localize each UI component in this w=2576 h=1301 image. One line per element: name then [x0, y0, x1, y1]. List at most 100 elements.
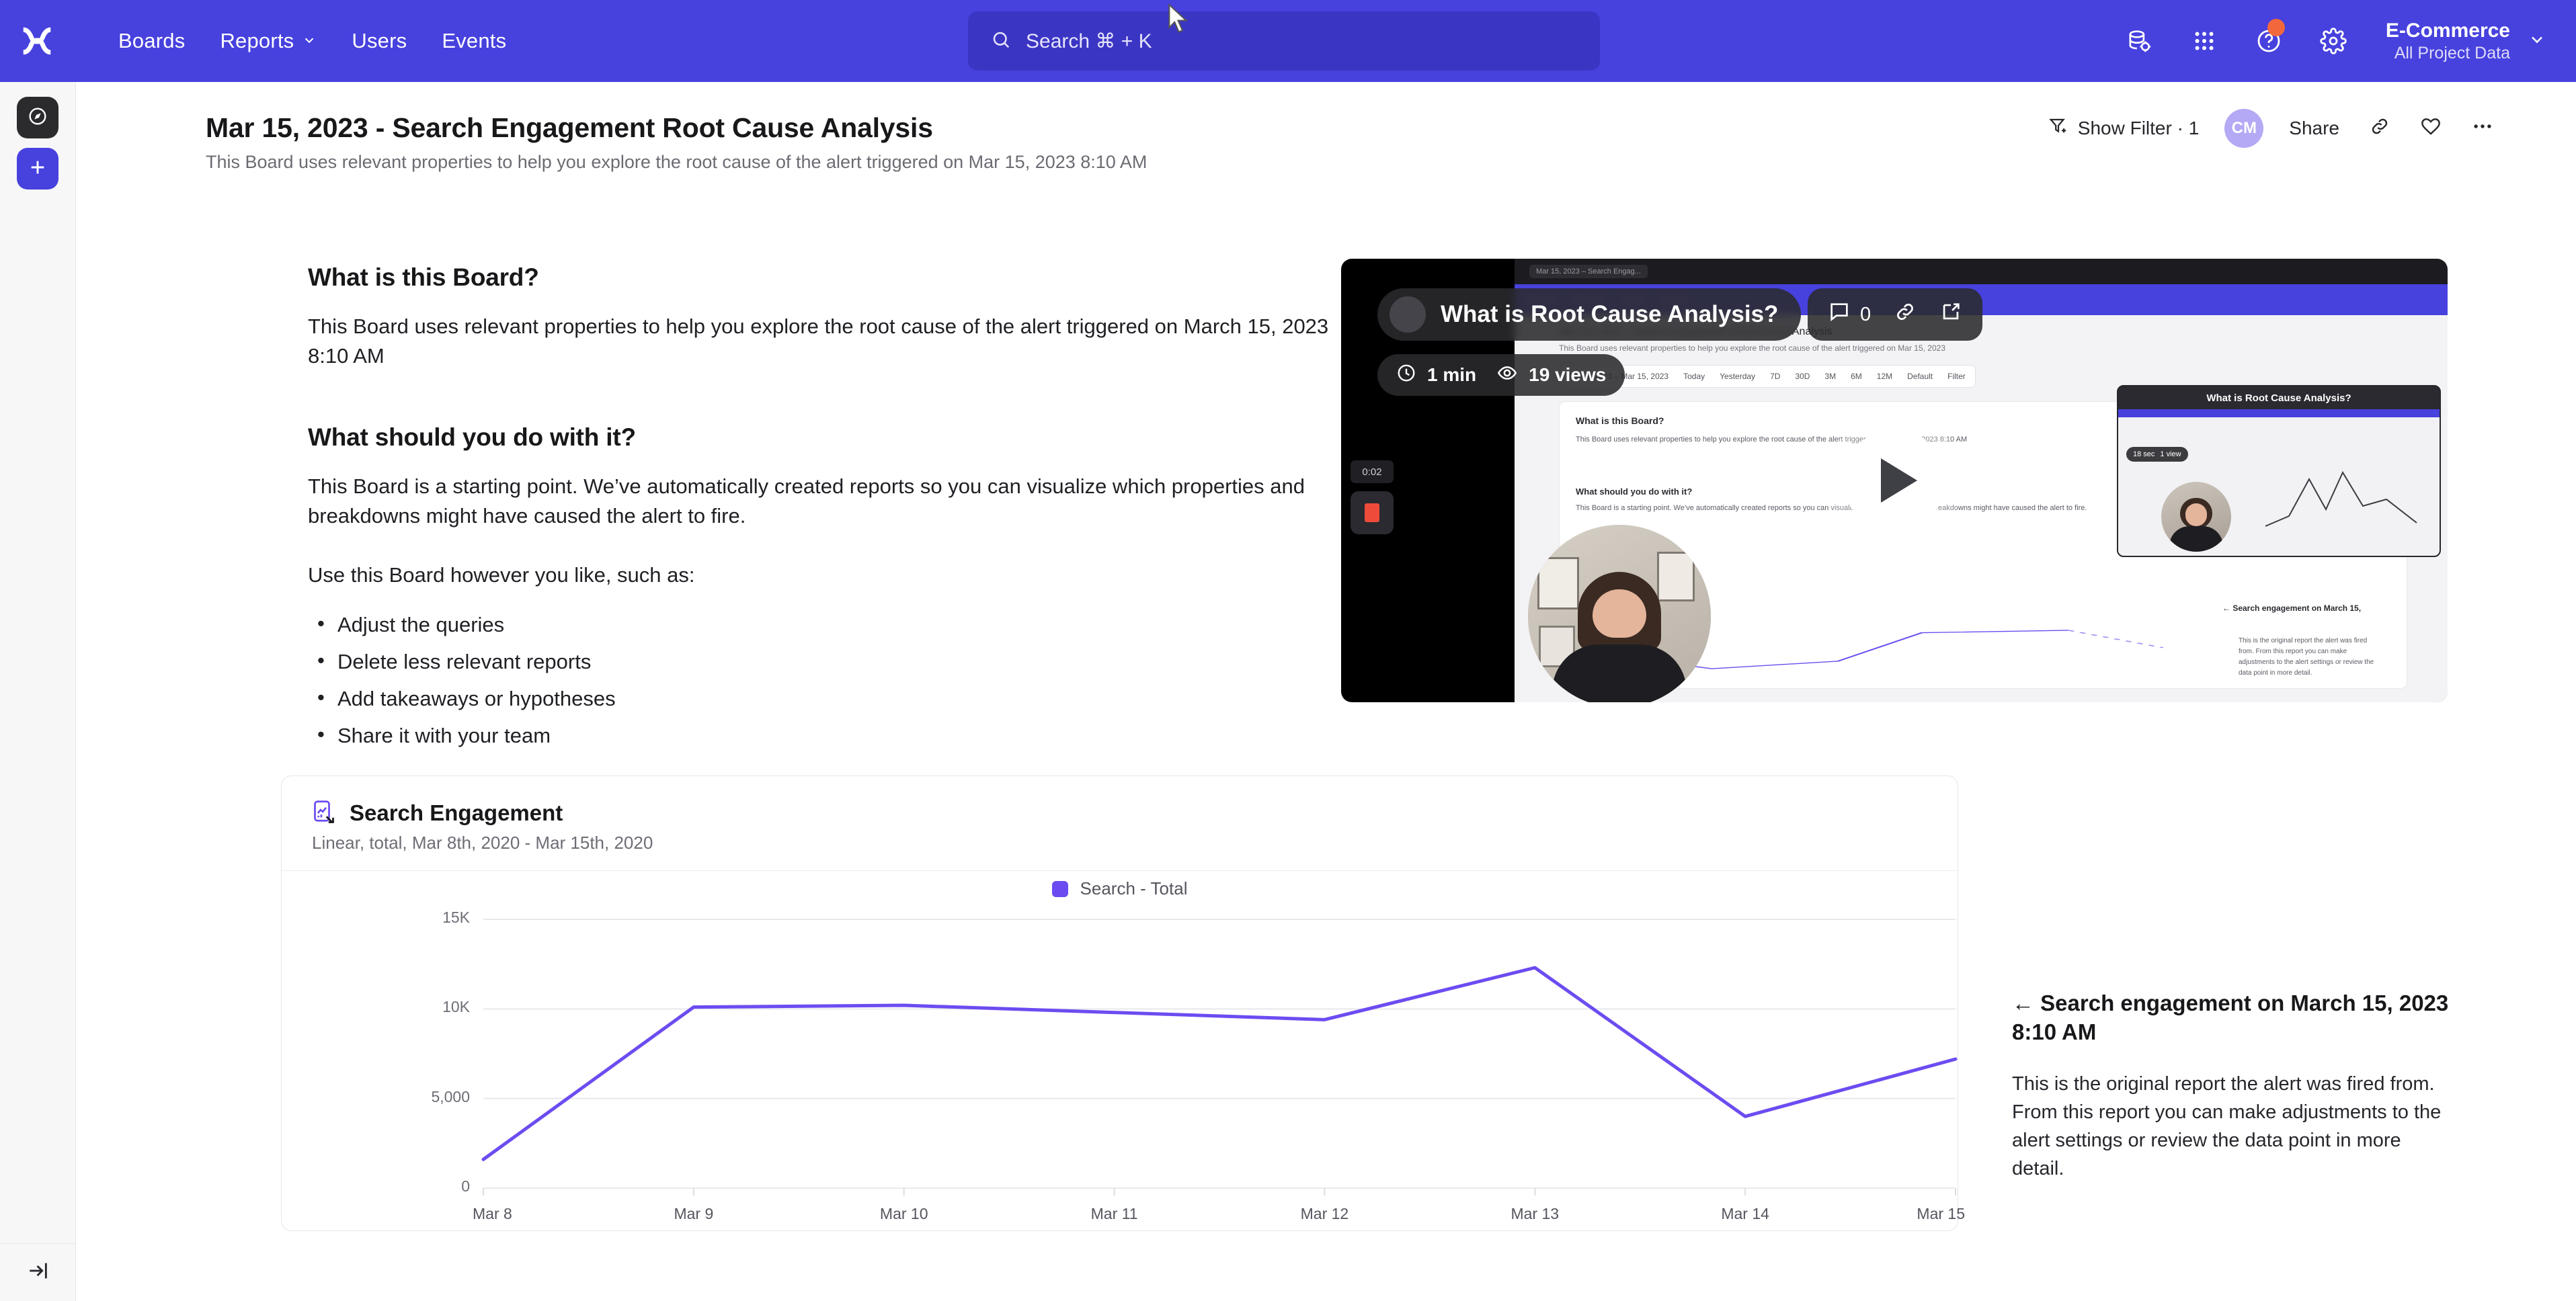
y-axis-tick-label: 0 — [461, 1177, 470, 1195]
thumb-side-body: This is the original report the alert wa… — [2239, 637, 2374, 677]
nav-item-boards[interactable]: Boards — [101, 22, 202, 60]
video-timer: 0:02 — [1351, 460, 1394, 483]
filter-add-icon — [2048, 116, 2068, 141]
video-title: What is Root Cause Analysis? — [1441, 301, 1779, 327]
thumb-range-7d: 7D — [1770, 372, 1781, 381]
thumb-range-yesterday: Yesterday — [1720, 372, 1756, 381]
collapse-sidebar-button[interactable] — [0, 1243, 76, 1301]
nav-links: Boards Reports Users Events — [101, 22, 524, 60]
y-axis-tick-label: 10K — [442, 998, 470, 1016]
project-name: E-Commerce — [2385, 19, 2510, 42]
project-selector[interactable]: E-Commerce All Project Data — [2366, 18, 2553, 65]
video-player-card[interactable]: Mar 15, 2023 – Search Engag... Boards Re… — [1341, 259, 2448, 702]
x-axis-tick-label: Mar 14 — [1721, 1205, 1769, 1222]
plus-icon — [27, 157, 48, 181]
y-axis-tick-label: 5,000 — [431, 1087, 470, 1105]
thumb-range-3m: 3M — [1824, 372, 1837, 381]
thumb-p2: This Board is a starting point. We’ve au… — [1576, 504, 2087, 512]
thumb-h1: What is this Board? — [1576, 415, 1664, 426]
video-record-button[interactable] — [1351, 491, 1394, 534]
x-axis-tick-label: Mar 12 — [1300, 1205, 1349, 1222]
thumb-h2: What should you do with it? — [1576, 487, 1693, 497]
x-axis-tick-label: Mar 11 — [1090, 1205, 1138, 1222]
share-label: Share — [2289, 118, 2339, 138]
video-open-external-button[interactable] — [1939, 300, 1962, 329]
board-description: What is this Board? This Board uses rele… — [308, 263, 1357, 758]
report-card-header: Search Engagement — [312, 799, 563, 827]
mini-preview-title: What is Root Cause Analysis? — [2206, 392, 2351, 404]
report-card-search-engagement[interactable]: Search Engagement Linear, total, Mar 8th… — [281, 775, 1965, 1231]
apps-grid-icon[interactable] — [2172, 0, 2237, 82]
nav-item-users[interactable]: Users — [334, 22, 424, 60]
left-sidebar — [0, 82, 76, 1301]
help-notification-badge — [2267, 19, 2285, 36]
video-presenter-webcam — [1528, 525, 1711, 702]
heart-icon — [2420, 116, 2442, 142]
mixpanel-logo-icon[interactable] — [0, 0, 74, 82]
thumb-side-title: ← Search engagement on March 15, — [2222, 603, 2362, 613]
thumb-range-default: Default — [1907, 372, 1933, 381]
video-comments-button[interactable]: 0 — [1828, 300, 1871, 329]
video-copy-link-button[interactable] — [1894, 300, 1917, 329]
line-chart-report-icon — [312, 799, 336, 827]
collapse-arrow-icon — [27, 1259, 50, 1286]
video-author-avatar — [1390, 296, 1426, 333]
x-axis-tick-label: Mar 10 — [879, 1205, 928, 1222]
show-filter-button[interactable]: Show Filter · 1 — [2034, 116, 2214, 141]
mini-video-preview[interactable]: What is Root Cause Analysis? 18 sec 1 vi… — [2117, 385, 2441, 557]
share-button[interactable]: Share — [2274, 118, 2354, 139]
mini-preview-duration: 18 sec — [2133, 450, 2155, 458]
comment-icon — [1828, 300, 1851, 329]
gear-icon[interactable] — [2301, 0, 2366, 82]
search-icon — [991, 30, 1011, 53]
favorite-button[interactable] — [2405, 116, 2456, 142]
mini-preview-webcam — [2161, 482, 2231, 552]
eye-icon — [1496, 362, 1518, 388]
play-icon — [1881, 458, 1917, 503]
page-subtitle: This Board uses relevant properties to h… — [206, 152, 1148, 172]
header-actions: Show Filter · 1 CM Share — [2034, 109, 2509, 148]
report-card-subtitle: Linear, total, Mar 8th, 2020 - Mar 15th,… — [312, 833, 653, 853]
mini-preview-titlebar: What is Root Cause Analysis? — [2118, 386, 2440, 409]
board-content: What is this Board? This Board uses rele… — [76, 190, 2576, 1301]
thumb-side-note: ← Search engagement on March 15, This is… — [2222, 603, 2390, 677]
thumb-browser-tab: Mar 15, 2023 – Search Engag... — [1529, 265, 1648, 278]
copy-link-button[interactable] — [2354, 116, 2405, 142]
thumb-browser-topbar: Mar 15, 2023 – Search Engag... — [1515, 259, 2448, 284]
doc-heading-what-is-this-board: What is this Board? — [308, 263, 539, 291]
y-axis-tick-label: 15K — [442, 909, 470, 926]
video-meta-overlay: 1 min 19 views — [1377, 354, 1625, 396]
thumb-range-30d: 30D — [1795, 372, 1810, 381]
legend-color-swatch — [1051, 880, 1068, 897]
show-filter-label: Show Filter · 1 — [2077, 118, 2200, 138]
mini-preview-meta: 18 sec 1 view — [2126, 447, 2188, 462]
create-new-button[interactable] — [17, 148, 58, 190]
search-input[interactable]: Search ⌘ + K — [968, 11, 1600, 71]
x-axis-tick-label: Mar 15 — [1917, 1205, 1965, 1222]
thumb-subtitle: This Board uses relevant properties to h… — [1559, 343, 1946, 353]
explore-compass-button[interactable] — [17, 97, 58, 138]
side-note: ← Search engagement on March 15, 2023 8:… — [2012, 989, 2456, 1183]
video-title-overlay: What is Root Cause Analysis? — [1377, 288, 1802, 341]
chart-legend: Search - Total — [282, 878, 1958, 899]
avatar[interactable]: CM — [2224, 109, 2264, 148]
navbar-right-actions: E-Commerce All Project Data — [2107, 0, 2553, 82]
doc-bullet-list: Adjust the queries Delete less relevant … — [308, 609, 1357, 751]
divider — [282, 870, 1958, 871]
nav-item-reports[interactable]: Reports — [202, 22, 334, 60]
data-management-icon[interactable] — [2107, 0, 2172, 82]
nav-item-users-label: Users — [352, 29, 407, 52]
x-axis-tick-label: Mar 13 — [1511, 1205, 1560, 1222]
nav-item-events[interactable]: Events — [424, 22, 524, 60]
avatar-initials: CM — [2231, 119, 2257, 137]
video-play-button[interactable] — [1843, 429, 1945, 532]
page-header: Mar 15, 2023 - Search Engagement Root Ca… — [76, 82, 2576, 190]
video-comment-count: 0 — [1860, 303, 1871, 325]
mini-preview-views: 1 view — [2160, 450, 2181, 458]
doc-heading-what-should-you-do: What should you do with it? — [308, 423, 636, 452]
search-placeholder: Search ⌘ + K — [1026, 30, 1152, 52]
help-question-icon[interactable] — [2237, 0, 2301, 82]
chevron-down-icon — [302, 29, 317, 53]
more-options-button[interactable] — [2456, 115, 2509, 142]
global-search[interactable]: Search ⌘ + K — [968, 11, 1600, 71]
